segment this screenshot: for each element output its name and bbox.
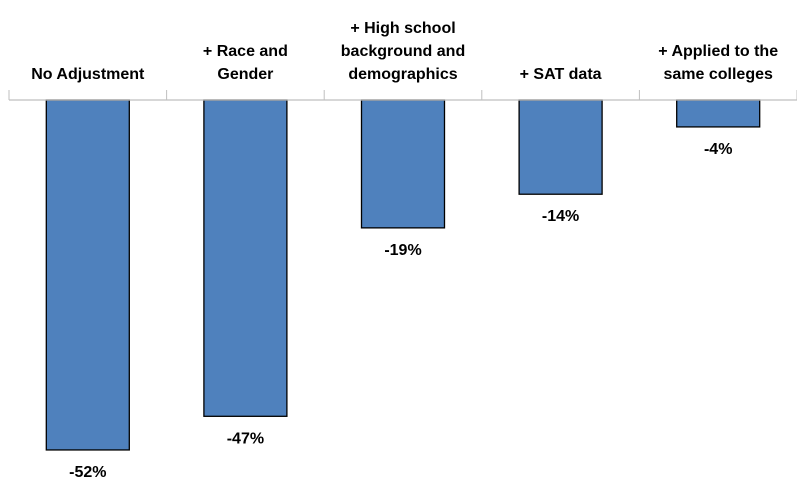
category-label: + SAT data (519, 66, 602, 83)
category-label: + High school background and demographic… (340, 20, 466, 83)
value-label: -47% (227, 430, 264, 447)
category-label: + Race and Gender (202, 43, 288, 83)
bar (676, 99, 761, 128)
bar (360, 99, 446, 229)
value-label: -4% (704, 141, 732, 158)
category-label: No Adjustment (31, 66, 145, 83)
value-label: -14% (542, 208, 579, 225)
value-label: -19% (384, 242, 421, 259)
bar (518, 99, 603, 195)
category-label: + Applied to the same colleges (658, 43, 779, 83)
value-label: -52% (69, 464, 106, 480)
bar (45, 99, 130, 451)
bar (203, 99, 288, 417)
